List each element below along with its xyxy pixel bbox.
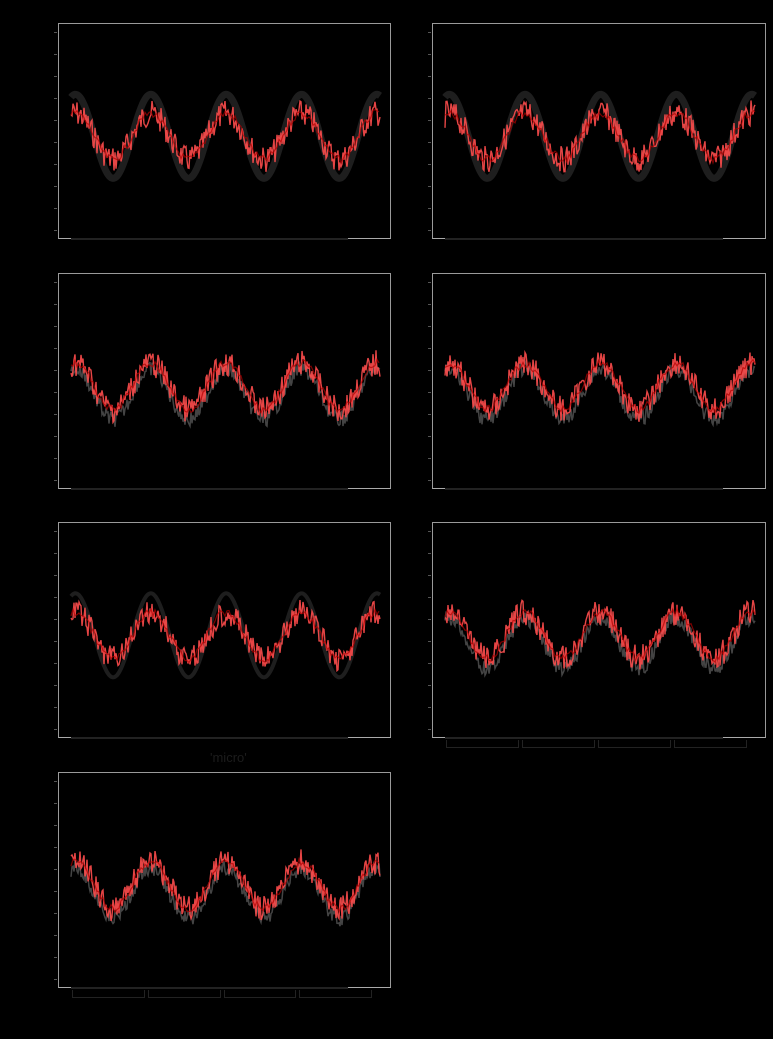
measured-core-series [70,606,380,664]
x-axis-band [71,487,348,490]
x-axis-band [445,237,723,240]
x-axis-label-micro: 'micro' [210,750,247,765]
plot-area [442,90,758,182]
measured-series [70,350,381,425]
y-axis-ticks [428,523,432,737]
y-axis-ticks [428,274,432,488]
plot-area [69,591,382,680]
measured-series [444,100,756,173]
chart-panel-1 [54,23,391,240]
measured-series [444,349,756,422]
reference-series [68,90,383,182]
y-axis-ticks [428,24,432,238]
plot-area [444,599,756,678]
chart-panel-4 [428,273,766,490]
y-axis-ticks [54,274,58,488]
x-axis-band [445,736,723,739]
x-axis-band [71,986,348,989]
measured-core-series [444,606,756,664]
x-axis-band [71,736,348,739]
reference-series [70,859,381,927]
chart-panel-5 [54,522,391,739]
plot-area [70,350,381,429]
chart-panel-3 [54,273,391,490]
measured-core-series [444,109,756,165]
chart-panel-7 [54,772,391,989]
measured-core-series [70,856,380,914]
measured-series [444,599,756,670]
y-axis-ticks [54,523,58,737]
measured-core-series [444,358,756,415]
plot-area [68,90,383,182]
chart-panel-6 [428,522,766,739]
plot-area [444,349,756,428]
x-group-brackets [446,740,750,750]
measured-series [70,849,381,922]
y-axis-ticks [54,773,58,987]
measured-core-series [70,108,380,165]
x-group-brackets [72,990,375,1000]
x-axis-band [71,237,348,240]
reference-series [442,90,758,182]
x-axis-band [445,487,723,490]
reference-series [69,591,382,680]
plot-area [70,849,381,927]
y-axis-ticks [54,24,58,238]
chart-panel-2 [428,23,766,240]
measured-core-series [70,357,380,415]
